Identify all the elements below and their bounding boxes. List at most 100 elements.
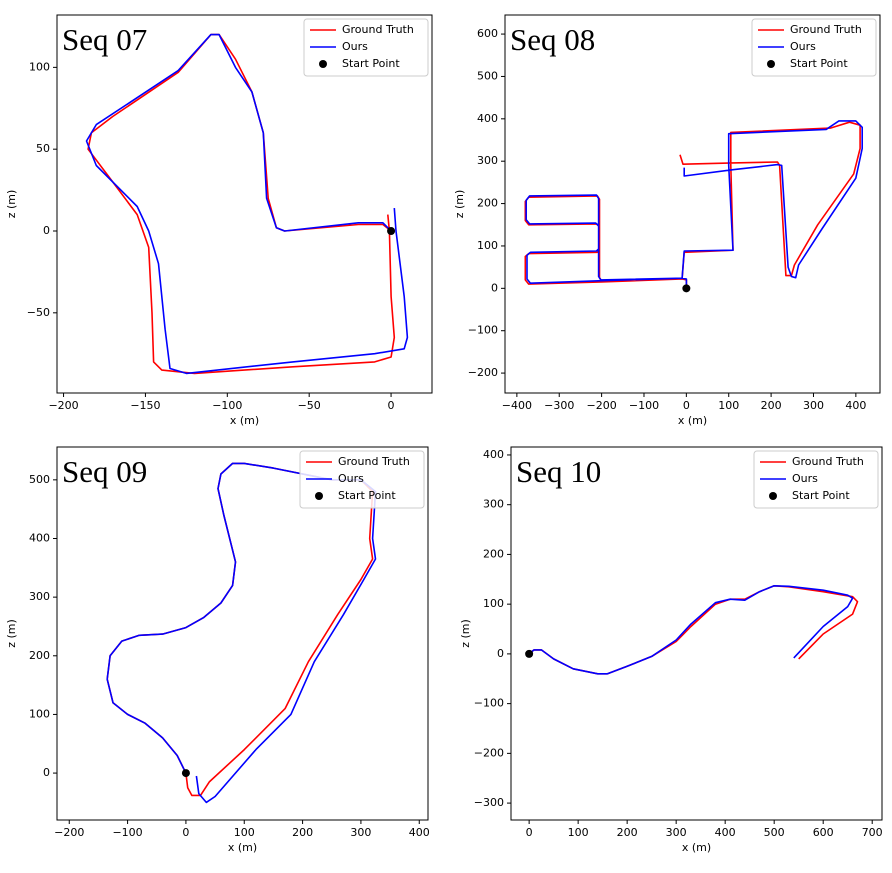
x-tick-label: −150 bbox=[130, 399, 160, 412]
legend-box bbox=[753, 450, 879, 509]
panel-title: Seq 08 bbox=[510, 22, 595, 57]
x-tick-label: −200 bbox=[587, 399, 617, 412]
start-point bbox=[682, 284, 691, 293]
panel-title: Seq 09 bbox=[62, 454, 147, 489]
x-tick-label: −100 bbox=[112, 826, 142, 839]
y-tick-label: 100 bbox=[477, 239, 498, 252]
x-axis-label: x (m) bbox=[682, 841, 711, 854]
x-axis-label: x (m) bbox=[230, 414, 259, 427]
x-tick-label: 0 bbox=[182, 826, 189, 839]
y-tick-label: 600 bbox=[477, 27, 498, 40]
legend-marker bbox=[767, 60, 775, 68]
y-tick-label: 0 bbox=[497, 647, 504, 660]
legend-label: Ground Truth bbox=[790, 23, 862, 36]
x-tick-label: −400 bbox=[502, 399, 532, 412]
x-tick-label: −100 bbox=[212, 399, 242, 412]
y-tick-label: −50 bbox=[27, 306, 50, 319]
y-tick-label: 100 bbox=[29, 707, 50, 720]
x-tick-label: 100 bbox=[234, 826, 255, 839]
x-tick-label: 300 bbox=[666, 826, 687, 839]
legend-box bbox=[299, 450, 425, 509]
y-tick-label: 300 bbox=[477, 154, 498, 167]
legend-label: Ours bbox=[792, 472, 818, 485]
legend-label: Ground Truth bbox=[338, 455, 410, 468]
legend: Ground Truth Ours Start Point bbox=[303, 18, 429, 77]
x-tick-label: 400 bbox=[845, 399, 866, 412]
x-tick-label: 400 bbox=[409, 826, 430, 839]
y-tick-label: −100 bbox=[474, 697, 504, 710]
x-tick-label: −50 bbox=[298, 399, 321, 412]
legend-label: Start Point bbox=[790, 57, 848, 70]
y-tick-label: −200 bbox=[474, 746, 504, 759]
legend-marker bbox=[769, 492, 777, 500]
x-tick-label: 700 bbox=[862, 826, 883, 839]
x-tick-label: 0 bbox=[526, 826, 533, 839]
y-tick-label: 300 bbox=[483, 498, 504, 511]
panel: −200 −100 0 100 200 300 400 0 100 200 300 400 500 x (… bbox=[5, 446, 430, 854]
trajectory bbox=[528, 585, 854, 675]
y-tick-label: 400 bbox=[483, 448, 504, 461]
x-axis-label: x (m) bbox=[228, 841, 257, 854]
y-tick-label: 400 bbox=[477, 112, 498, 125]
x-tick-label: 200 bbox=[761, 399, 782, 412]
x-tick-label: 300 bbox=[803, 399, 824, 412]
legend-label: Ground Truth bbox=[342, 23, 414, 36]
panel-title: Seq 10 bbox=[516, 454, 601, 489]
y-axis-label: z (m) bbox=[453, 190, 466, 219]
legend-box bbox=[751, 18, 877, 77]
y-tick-label: 400 bbox=[29, 531, 50, 544]
y-tick-label: 0 bbox=[43, 766, 50, 779]
legend-label: Start Point bbox=[338, 489, 396, 502]
x-axis-label: x (m) bbox=[678, 414, 707, 427]
x-tick-label: −100 bbox=[629, 399, 659, 412]
y-tick-label: 50 bbox=[36, 142, 50, 155]
y-tick-label: −100 bbox=[468, 324, 498, 337]
plot-marks bbox=[85, 33, 409, 375]
y-tick-label: 500 bbox=[477, 69, 498, 82]
x-tick-label: 600 bbox=[813, 826, 834, 839]
panel: −200 −150 −100 −50 0 −50 0 50 100 x (m) z (m) Seq 0… bbox=[5, 14, 433, 427]
plot-marks bbox=[525, 585, 859, 675]
y-tick-label: 100 bbox=[29, 60, 50, 73]
x-tick-label: −200 bbox=[54, 826, 84, 839]
x-tick-label: 0 bbox=[388, 399, 395, 412]
y-tick-label: −200 bbox=[468, 366, 498, 379]
x-tick-label: 300 bbox=[350, 826, 371, 839]
trajectory bbox=[85, 33, 409, 375]
legend-marker bbox=[319, 60, 327, 68]
y-axis-label: z (m) bbox=[5, 619, 18, 648]
x-tick-label: −200 bbox=[48, 399, 78, 412]
x-tick-label: 200 bbox=[292, 826, 313, 839]
plot-area bbox=[504, 14, 881, 394]
x-tick-label: 100 bbox=[568, 826, 589, 839]
legend: Ground Truth Ours Start Point bbox=[753, 450, 879, 509]
legend-label: Ground Truth bbox=[792, 455, 864, 468]
x-tick-label: 0 bbox=[683, 399, 690, 412]
legend-box bbox=[303, 18, 429, 77]
start-point bbox=[525, 649, 534, 658]
y-tick-label: 200 bbox=[483, 547, 504, 560]
plot-marks bbox=[524, 120, 863, 293]
x-tick-label: 500 bbox=[764, 826, 785, 839]
x-tick-label: 400 bbox=[715, 826, 736, 839]
legend-label: Ours bbox=[338, 472, 364, 485]
y-tick-label: 500 bbox=[29, 473, 50, 486]
legend: Ground Truth Ours Start Point bbox=[751, 18, 877, 77]
start-point bbox=[181, 769, 190, 778]
y-tick-label: 300 bbox=[29, 590, 50, 603]
legend-label: Ours bbox=[790, 40, 816, 53]
y-tick-label: 200 bbox=[477, 197, 498, 210]
y-axis-label: z (m) bbox=[5, 190, 18, 219]
plot-area bbox=[56, 446, 429, 821]
x-tick-label: −300 bbox=[544, 399, 574, 412]
x-tick-label: 200 bbox=[617, 826, 638, 839]
panel: 0 100 200 300 400 500 600 700 −300 −200 −100 0 100 20… bbox=[459, 446, 883, 854]
y-tick-label: 200 bbox=[29, 649, 50, 662]
panel-title: Seq 07 bbox=[62, 22, 147, 57]
trajectory bbox=[106, 462, 377, 804]
y-tick-label: 100 bbox=[483, 597, 504, 610]
plot-area bbox=[510, 446, 883, 821]
start-point bbox=[387, 227, 396, 235]
panel: −400 −300 −200 −100 0 100 200 300 400 −200 −100 0 10… bbox=[453, 14, 881, 427]
